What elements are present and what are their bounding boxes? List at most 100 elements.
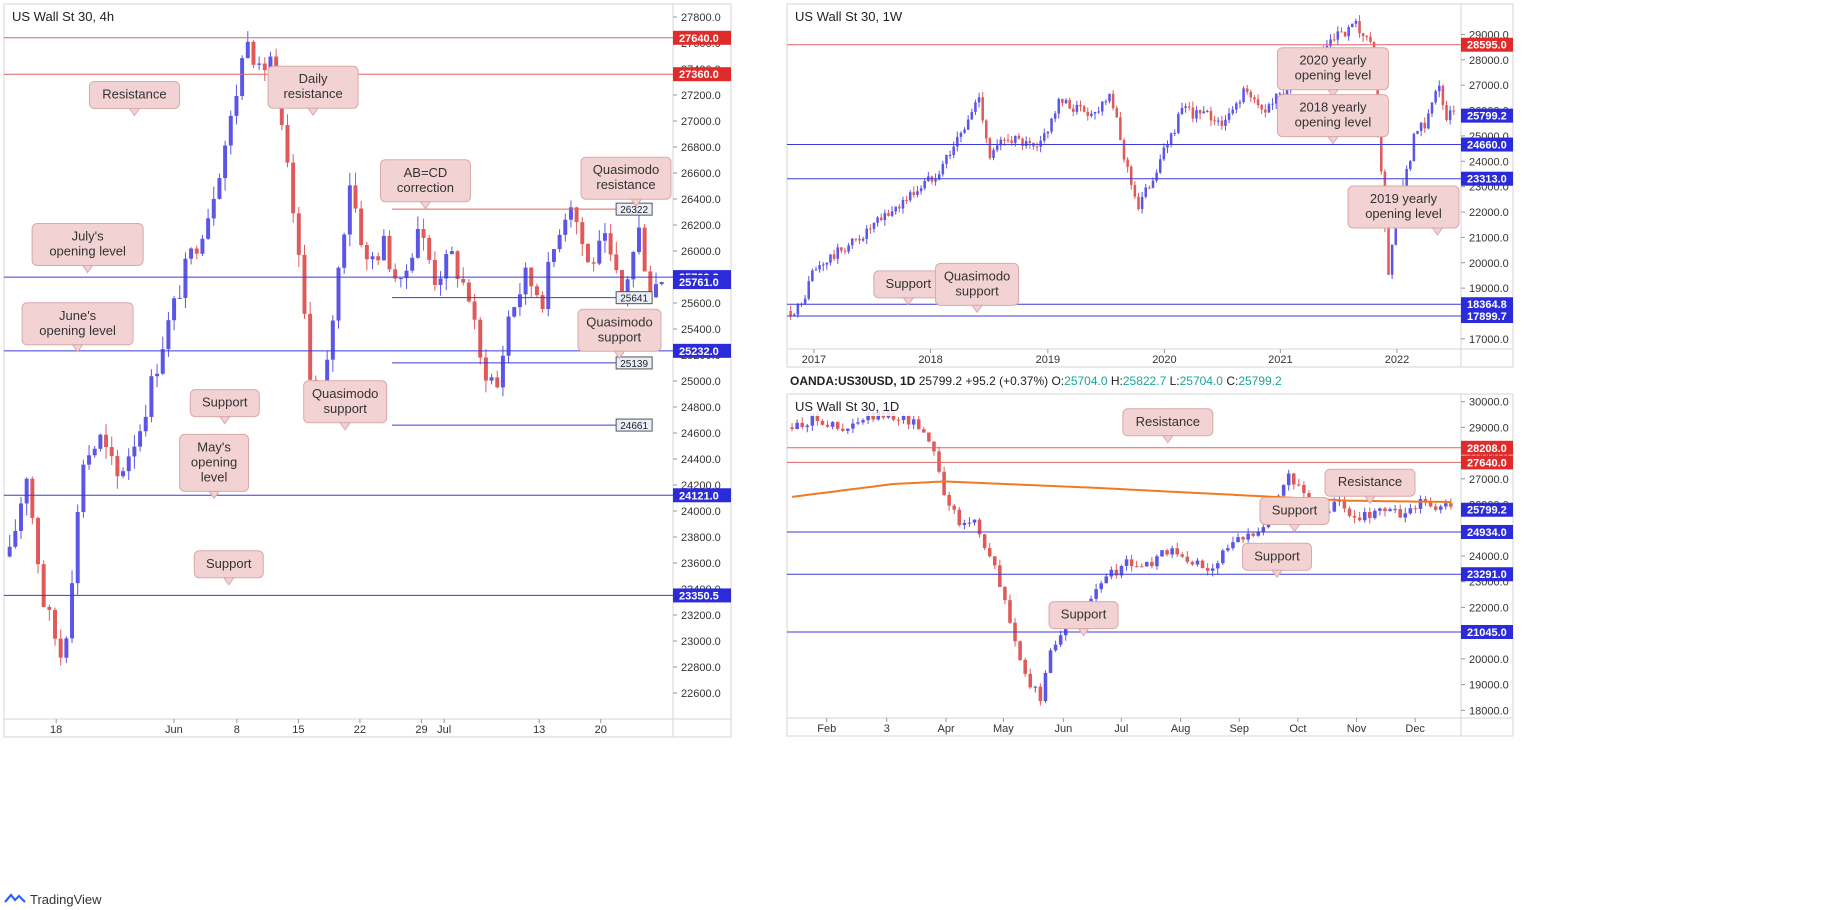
candle-body <box>138 431 143 447</box>
annotation-text: Quasimodo <box>312 386 378 401</box>
candle-body <box>53 609 58 639</box>
candle-body <box>1109 569 1114 577</box>
candle-body <box>30 478 35 518</box>
candle-body <box>427 237 432 260</box>
annotation-text: Support <box>206 556 252 571</box>
candle-body <box>1347 27 1350 37</box>
y-tick-label: 22000.0 <box>1469 207 1509 219</box>
candle-body <box>523 267 528 295</box>
candle-body <box>1352 515 1357 518</box>
candle-body <box>879 217 883 220</box>
candle-body <box>1227 113 1231 120</box>
candle-body <box>1139 566 1144 568</box>
candle-body <box>1108 93 1111 102</box>
candle-body <box>240 58 245 96</box>
y-tick-label: 26400.0 <box>681 194 721 206</box>
x-tick-label: 2019 <box>1036 354 1060 366</box>
annotation-text: June's <box>59 308 97 323</box>
candle-body <box>268 56 273 71</box>
candle-body <box>1144 187 1148 197</box>
candle-body <box>1140 196 1144 210</box>
candle-body <box>517 294 522 308</box>
annotation-text: Support <box>1254 548 1300 563</box>
candle-body <box>1388 509 1392 512</box>
price-axis-badge <box>1461 297 1513 312</box>
candle-body <box>1187 106 1191 108</box>
y-tick-label: 23000.0 <box>681 636 721 648</box>
annotation-pointer <box>71 344 84 353</box>
annotation-pointer <box>339 422 352 431</box>
x-tick-label: 18 <box>50 724 62 736</box>
candle-body <box>905 199 908 201</box>
x-tick-label: Feb <box>817 723 836 735</box>
candle-body <box>1058 635 1063 645</box>
candle-body <box>982 534 987 549</box>
candle-body <box>901 415 906 421</box>
candle-body <box>1075 104 1079 112</box>
candle-body <box>1185 556 1190 562</box>
title-bg <box>7 7 147 26</box>
candle-body <box>932 441 936 452</box>
candle-body <box>1148 187 1151 189</box>
y-tick-label: 18000.0 <box>1469 705 1509 717</box>
candle-body <box>1209 111 1213 121</box>
symbol-header: OANDA:US30USD, 1D 25799.2 +95.2 (+0.37%)… <box>790 374 1282 388</box>
y-tick-label: 27200.0 <box>681 90 721 102</box>
y-tick-label: 19000.0 <box>1469 680 1509 692</box>
candle-body <box>970 112 974 120</box>
candle-body <box>1438 506 1443 510</box>
candle-body <box>1162 147 1166 160</box>
price-axis-badge-label: 23350.5 <box>679 590 719 602</box>
price-axis-badge-label: 17899.7 <box>1467 311 1507 323</box>
candle-body <box>1246 533 1250 540</box>
candle-body <box>1390 244 1394 275</box>
candle-body <box>81 464 86 513</box>
candle-body <box>941 163 945 175</box>
candle-body <box>1224 119 1227 126</box>
candle-body <box>1242 88 1245 103</box>
candle-body <box>1191 107 1195 119</box>
level-tag-label: 24661 <box>620 421 648 432</box>
candle-body <box>330 320 335 360</box>
y-tick-label: 22600.0 <box>681 688 721 700</box>
y-tick-label: 26600.0 <box>681 168 721 180</box>
candle-body <box>887 213 890 216</box>
candle-body <box>1099 583 1103 590</box>
candle-body <box>1043 133 1046 141</box>
candle-body <box>1134 566 1139 568</box>
candle-body <box>568 207 573 220</box>
candle-body <box>1448 110 1452 121</box>
price-axis-badge <box>1461 137 1513 152</box>
y-tick-label: 24000.0 <box>681 506 721 518</box>
candle-body <box>1206 111 1209 113</box>
candle-body <box>1394 220 1398 245</box>
candle-body <box>1119 117 1122 141</box>
candle-body <box>1021 138 1024 147</box>
annotation-text: 2018 yearly <box>1299 100 1367 115</box>
candle-body <box>1286 473 1291 486</box>
candle-body <box>1427 113 1430 129</box>
candle-body <box>70 583 75 639</box>
candle-body <box>861 238 865 241</box>
chart-title: US Wall St 30, 1D <box>795 399 899 414</box>
candle-body <box>364 244 369 260</box>
candle-body <box>1064 99 1068 104</box>
candle-body <box>1200 560 1205 569</box>
chart-title: US Wall St 30, 4h <box>12 9 114 24</box>
annotation-text: opening level <box>49 244 126 259</box>
candle-body <box>898 206 901 209</box>
x-tick-label: Aug <box>1171 723 1191 735</box>
candle-body <box>19 503 23 531</box>
annotation-text: 2019 yearly <box>1370 191 1438 206</box>
x-tick-label: 15 <box>292 724 304 736</box>
level-tag-label: 26322 <box>620 205 648 216</box>
candle-body <box>1213 120 1216 122</box>
candle-body <box>121 471 126 477</box>
candle-body <box>1003 139 1006 141</box>
price-axis-badge <box>1461 440 1513 455</box>
candle-body <box>432 259 437 285</box>
candle-body <box>1342 500 1347 509</box>
candle-body <box>1014 135 1017 143</box>
candle-body <box>87 455 92 465</box>
candle-body <box>597 240 602 264</box>
